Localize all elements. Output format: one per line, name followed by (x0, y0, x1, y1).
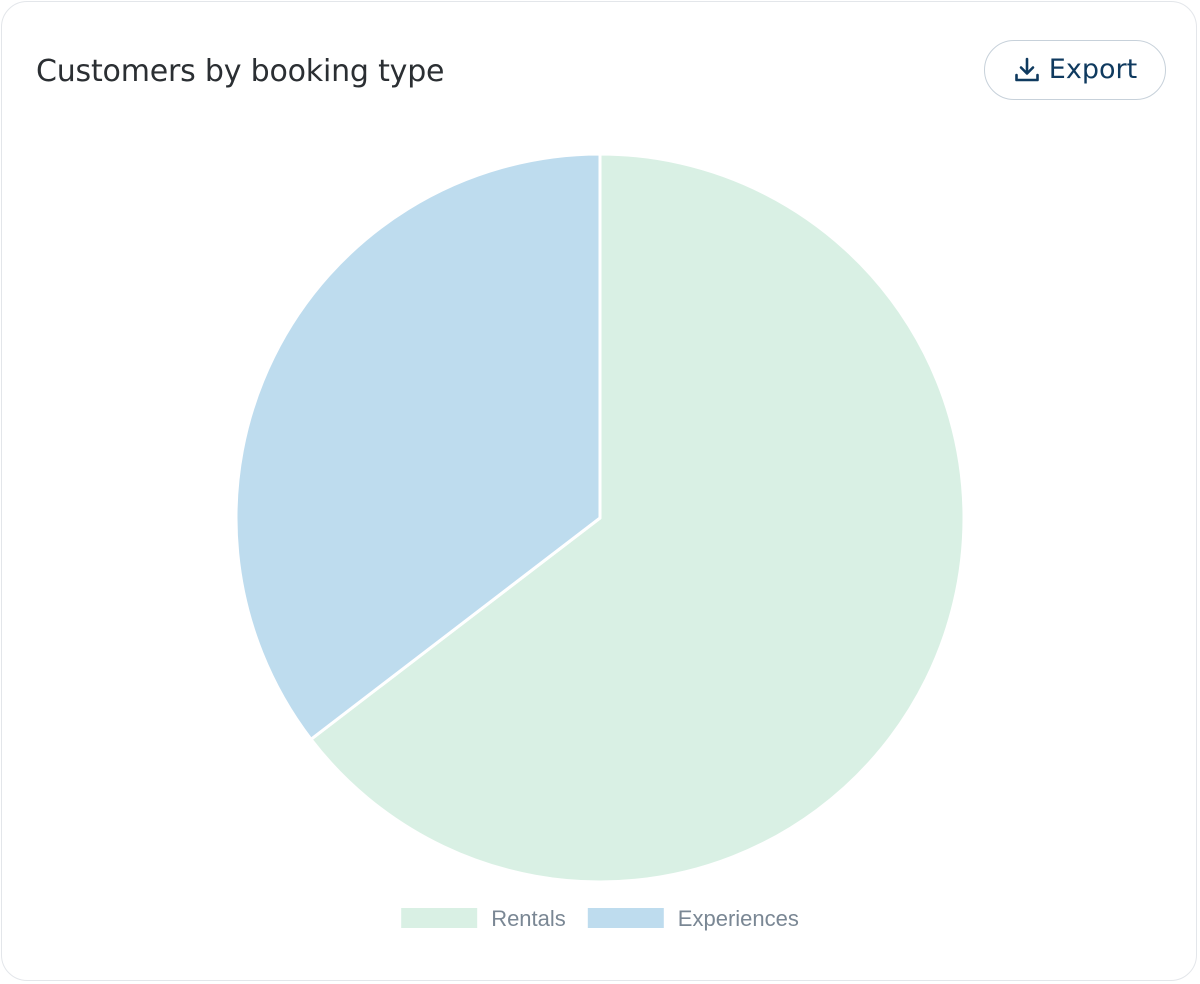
legend-swatch-experiences[interactable] (587, 908, 664, 928)
legend-swatch-rentals[interactable] (401, 908, 478, 928)
export-button-label: Export (1048, 54, 1138, 85)
pie-slice-rentals[interactable] (309, 152, 966, 884)
legend-label-rentals[interactable]: Rentals (491, 906, 566, 931)
card-title: Customers by booking type (36, 54, 445, 89)
pie-slice-experiences[interactable] (234, 152, 602, 741)
pie-slices (234, 152, 966, 884)
legend-label-experiences[interactable]: Experiences (678, 906, 799, 931)
download-icon (1013, 56, 1041, 84)
export-button[interactable]: Export (984, 40, 1166, 100)
chart-legend: Rentals Experiences (401, 906, 799, 931)
